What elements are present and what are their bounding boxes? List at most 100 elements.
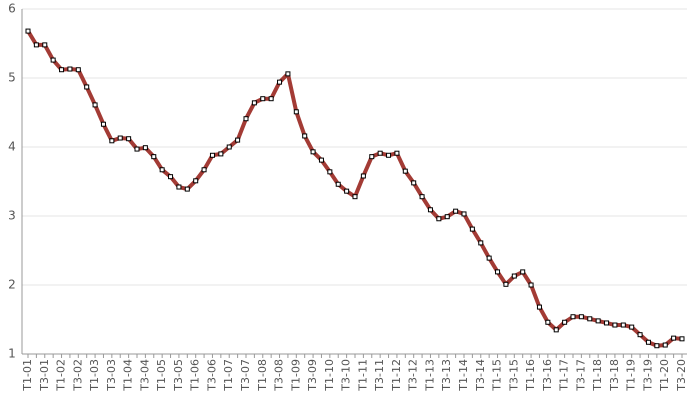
data-marker: [411, 180, 417, 186]
data-marker: [218, 151, 224, 157]
data-marker: [84, 84, 90, 90]
data-marker: [444, 214, 450, 220]
x-tick-label: T3-18: [608, 359, 621, 392]
data-marker: [243, 116, 249, 122]
x-tick-label: T3-16: [541, 359, 554, 392]
data-marker: [545, 319, 551, 325]
data-marker: [419, 194, 425, 200]
data-marker: [302, 133, 308, 139]
data-marker: [59, 67, 65, 73]
data-marker: [595, 318, 601, 324]
y-tick-label: 6: [8, 2, 16, 16]
data-marker: [193, 178, 199, 184]
x-tick-label: T1-07: [222, 359, 235, 392]
data-marker: [268, 96, 274, 102]
data-marker: [528, 282, 534, 288]
x-tick-label: T1-02: [55, 359, 68, 392]
data-marker: [486, 255, 492, 261]
data-marker: [209, 152, 215, 158]
data-marker: [587, 316, 593, 322]
data-marker: [604, 320, 610, 326]
data-marker: [260, 96, 266, 102]
x-tick-label: T1-15: [491, 359, 504, 392]
data-marker: [176, 184, 182, 190]
data-marker: [578, 314, 584, 320]
x-tick-label: T3-17: [574, 359, 587, 392]
data-marker: [100, 121, 106, 127]
data-marker: [226, 144, 232, 150]
x-tick-label: T3-13: [440, 359, 453, 392]
data-marker: [536, 304, 542, 310]
x-tick-label: T1-10: [323, 359, 336, 392]
data-marker: [553, 327, 559, 333]
x-tick-label: T1-08: [256, 359, 269, 392]
data-marker: [201, 167, 207, 173]
data-marker: [386, 152, 392, 158]
data-marker: [612, 322, 618, 328]
x-tick-label: T1-09: [289, 359, 302, 392]
x-tick-label: T3-01: [38, 359, 51, 392]
x-tick-label: T3-15: [507, 359, 520, 392]
y-tick-label: 4: [8, 140, 16, 154]
y-tick-label: 3: [8, 209, 16, 223]
x-tick-label: T1-20: [658, 359, 671, 392]
data-marker: [377, 150, 383, 156]
data-marker: [159, 167, 165, 173]
data-marker: [92, 102, 98, 108]
data-marker: [251, 100, 257, 106]
data-marker: [318, 157, 324, 163]
data-marker: [117, 135, 123, 141]
x-tick-label: T3-04: [138, 359, 151, 392]
x-tick-label: T1-18: [591, 359, 604, 392]
data-marker: [511, 273, 517, 279]
data-marker: [461, 211, 467, 217]
x-tick-label: T1-13: [423, 359, 436, 392]
x-tick-label: T1-19: [625, 359, 638, 392]
data-marker: [134, 146, 140, 152]
data-marker: [654, 343, 660, 349]
x-tick-label: T1-03: [88, 359, 101, 392]
data-marker: [453, 208, 459, 214]
data-marker: [126, 136, 132, 142]
data-marker: [352, 194, 358, 200]
data-marker: [671, 335, 677, 341]
data-marker: [662, 342, 668, 348]
data-marker: [394, 150, 400, 156]
data-marker: [33, 42, 39, 48]
x-tick-label: T1-06: [189, 359, 202, 392]
data-marker: [570, 314, 576, 320]
x-tick-label: T3-20: [675, 359, 688, 392]
x-tick-label: T1-01: [21, 359, 34, 392]
data-marker: [335, 181, 341, 187]
data-marker: [427, 207, 433, 213]
x-tick-label: T1-04: [122, 359, 135, 392]
data-marker: [75, 67, 81, 73]
x-tick-label: T3-07: [239, 359, 252, 392]
data-marker: [50, 57, 56, 63]
data-marker: [327, 169, 333, 175]
data-marker: [645, 339, 651, 345]
data-marker: [402, 168, 408, 174]
data-marker: [562, 319, 568, 325]
x-tick-label: T3-09: [306, 359, 319, 392]
x-tick-label: T3-19: [641, 359, 654, 392]
x-tick-label: T3-12: [407, 359, 420, 392]
x-tick-label: T1-12: [390, 359, 403, 392]
x-tick-label: T1-11: [356, 359, 369, 392]
data-marker: [679, 336, 685, 342]
x-tick-label: T1-14: [457, 359, 470, 392]
data-marker: [42, 42, 48, 48]
data-marker: [310, 149, 316, 155]
data-marker: [25, 28, 31, 34]
y-tick-label: 5: [8, 71, 16, 85]
data-marker: [168, 174, 174, 180]
data-marker: [235, 137, 241, 143]
x-tick-label: T3-02: [71, 359, 84, 392]
data-marker: [184, 186, 190, 192]
data-marker: [637, 332, 643, 338]
x-tick-label: T3-05: [172, 359, 185, 392]
x-tick-label: T3-11: [373, 359, 386, 392]
data-marker: [151, 154, 157, 160]
data-marker: [503, 281, 509, 287]
